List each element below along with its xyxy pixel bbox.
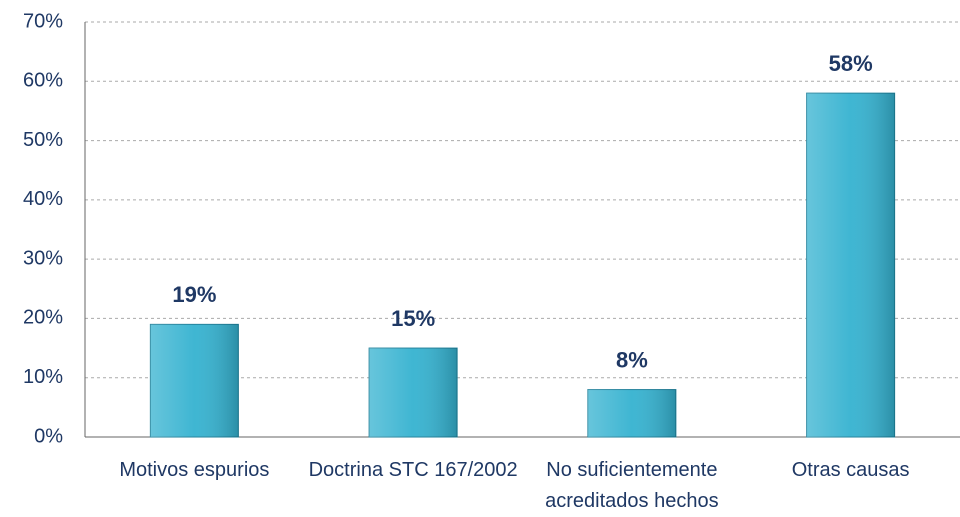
y-tick-label: 10% (23, 366, 63, 388)
x-tick-label: Otras causas (791, 459, 910, 481)
y-tick-label: 60% (23, 70, 63, 92)
bar-shine (369, 348, 458, 437)
y-tick-label: 20% (23, 307, 63, 329)
x-tick-label: Doctrina STC 167/2002 (308, 459, 518, 481)
value-label: 15% (391, 306, 435, 331)
y-tick-label: 50% (23, 129, 63, 151)
value-label: 8% (616, 347, 648, 372)
y-tick-label: 0% (34, 425, 63, 447)
y-tick-label: 70% (23, 10, 63, 32)
bar-shine (150, 324, 239, 437)
y-tick-label: 40% (23, 188, 63, 210)
y-tick-label: 30% (23, 247, 63, 269)
x-tick-label: No suficientemente acreditados hechos (545, 459, 719, 512)
x-tick-label: Motivos espurios (119, 459, 270, 481)
bar-shine (587, 389, 676, 437)
value-label: 58% (829, 51, 873, 76)
bar-shine (806, 93, 895, 438)
value-label: 19% (172, 282, 216, 307)
